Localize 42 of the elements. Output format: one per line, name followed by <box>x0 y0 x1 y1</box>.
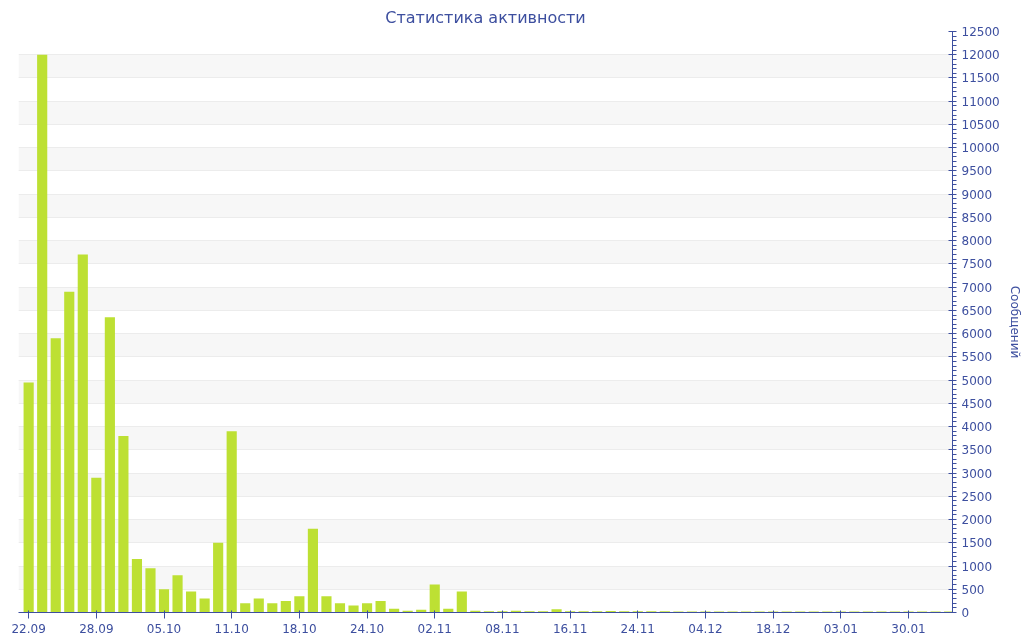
y-tick-label: 1000 <box>961 559 993 574</box>
x-tick-label: 04.12 <box>688 621 723 636</box>
y-tick-label: 2000 <box>961 513 993 528</box>
x-tick-label: 11.10 <box>214 621 249 636</box>
y-tick-label: 5000 <box>961 373 993 388</box>
y-tick-label: 3000 <box>961 466 993 481</box>
y-tick-label: 8500 <box>961 210 993 225</box>
y-tick-label: 8000 <box>961 234 993 249</box>
x-tick-label: 28.09 <box>79 621 114 636</box>
y-tick-label: 11000 <box>961 94 1000 109</box>
y-tick-label: 6000 <box>961 327 993 342</box>
y-tick-label: 11500 <box>961 71 1000 86</box>
y-tick-label: 2500 <box>961 489 993 504</box>
x-tick-label: 18.10 <box>282 621 317 636</box>
x-tick-label: 05.10 <box>146 621 182 636</box>
y-tick-label: 5500 <box>961 350 993 365</box>
y-tick-label: 10000 <box>961 141 1000 156</box>
y-axis-title: Сообщений <box>1007 285 1022 359</box>
y-tick-label: 10500 <box>961 117 1000 132</box>
x-tick-label: 24.11 <box>620 621 655 636</box>
x-tick-label: 18.12 <box>755 621 791 636</box>
y-tick-label: 12500 <box>961 25 1000 39</box>
chart-title: Статистика активности <box>385 7 586 27</box>
x-tick-label: 22.09 <box>11 621 46 636</box>
x-tick-label: 02.11 <box>417 621 452 636</box>
y-tick-label: 6500 <box>961 303 993 318</box>
y-tick-label: 1500 <box>961 536 993 551</box>
x-tick-label: 03.01 <box>823 621 859 636</box>
y-tick-label: 9500 <box>961 164 993 179</box>
x-tick-label: 24.10 <box>349 621 385 636</box>
y-tick-label: 12000 <box>961 48 1000 63</box>
y-tick-label: 500 <box>961 582 985 597</box>
y-tick-label: 7000 <box>961 280 993 295</box>
y-tick-label: 4500 <box>961 396 993 411</box>
y-tick-label: 3500 <box>961 443 993 458</box>
x-tick-label: 16.11 <box>552 621 588 636</box>
y-tick-label: 4000 <box>961 420 993 435</box>
y-tick-label: 9000 <box>961 187 993 202</box>
y-tick-label: 0 <box>961 606 970 620</box>
x-tick-label: 08.11 <box>485 621 520 636</box>
y-tick-label: 7500 <box>961 257 993 272</box>
x-tick-label: 30.01 <box>891 621 926 636</box>
